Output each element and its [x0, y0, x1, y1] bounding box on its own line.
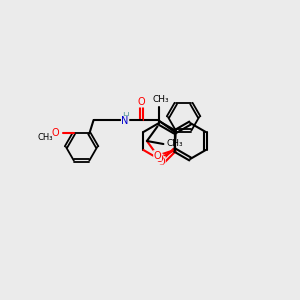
Text: O: O: [154, 151, 161, 160]
Text: N: N: [122, 116, 129, 127]
Text: O: O: [155, 154, 163, 164]
Text: CH₃: CH₃: [38, 134, 53, 142]
Text: O: O: [52, 128, 60, 139]
Text: O: O: [138, 97, 146, 107]
Text: CH₃: CH₃: [152, 95, 169, 104]
Text: CH₃: CH₃: [167, 140, 183, 148]
Text: H: H: [122, 112, 128, 121]
Text: O: O: [158, 157, 165, 167]
